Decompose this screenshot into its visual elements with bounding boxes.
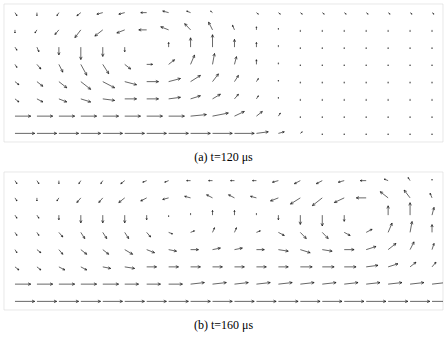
svg-text:(b) t=160 μs: (b) t=160 μs [194, 318, 254, 332]
svg-text:(a) t=120 μs: (a) t=120 μs [194, 150, 253, 164]
